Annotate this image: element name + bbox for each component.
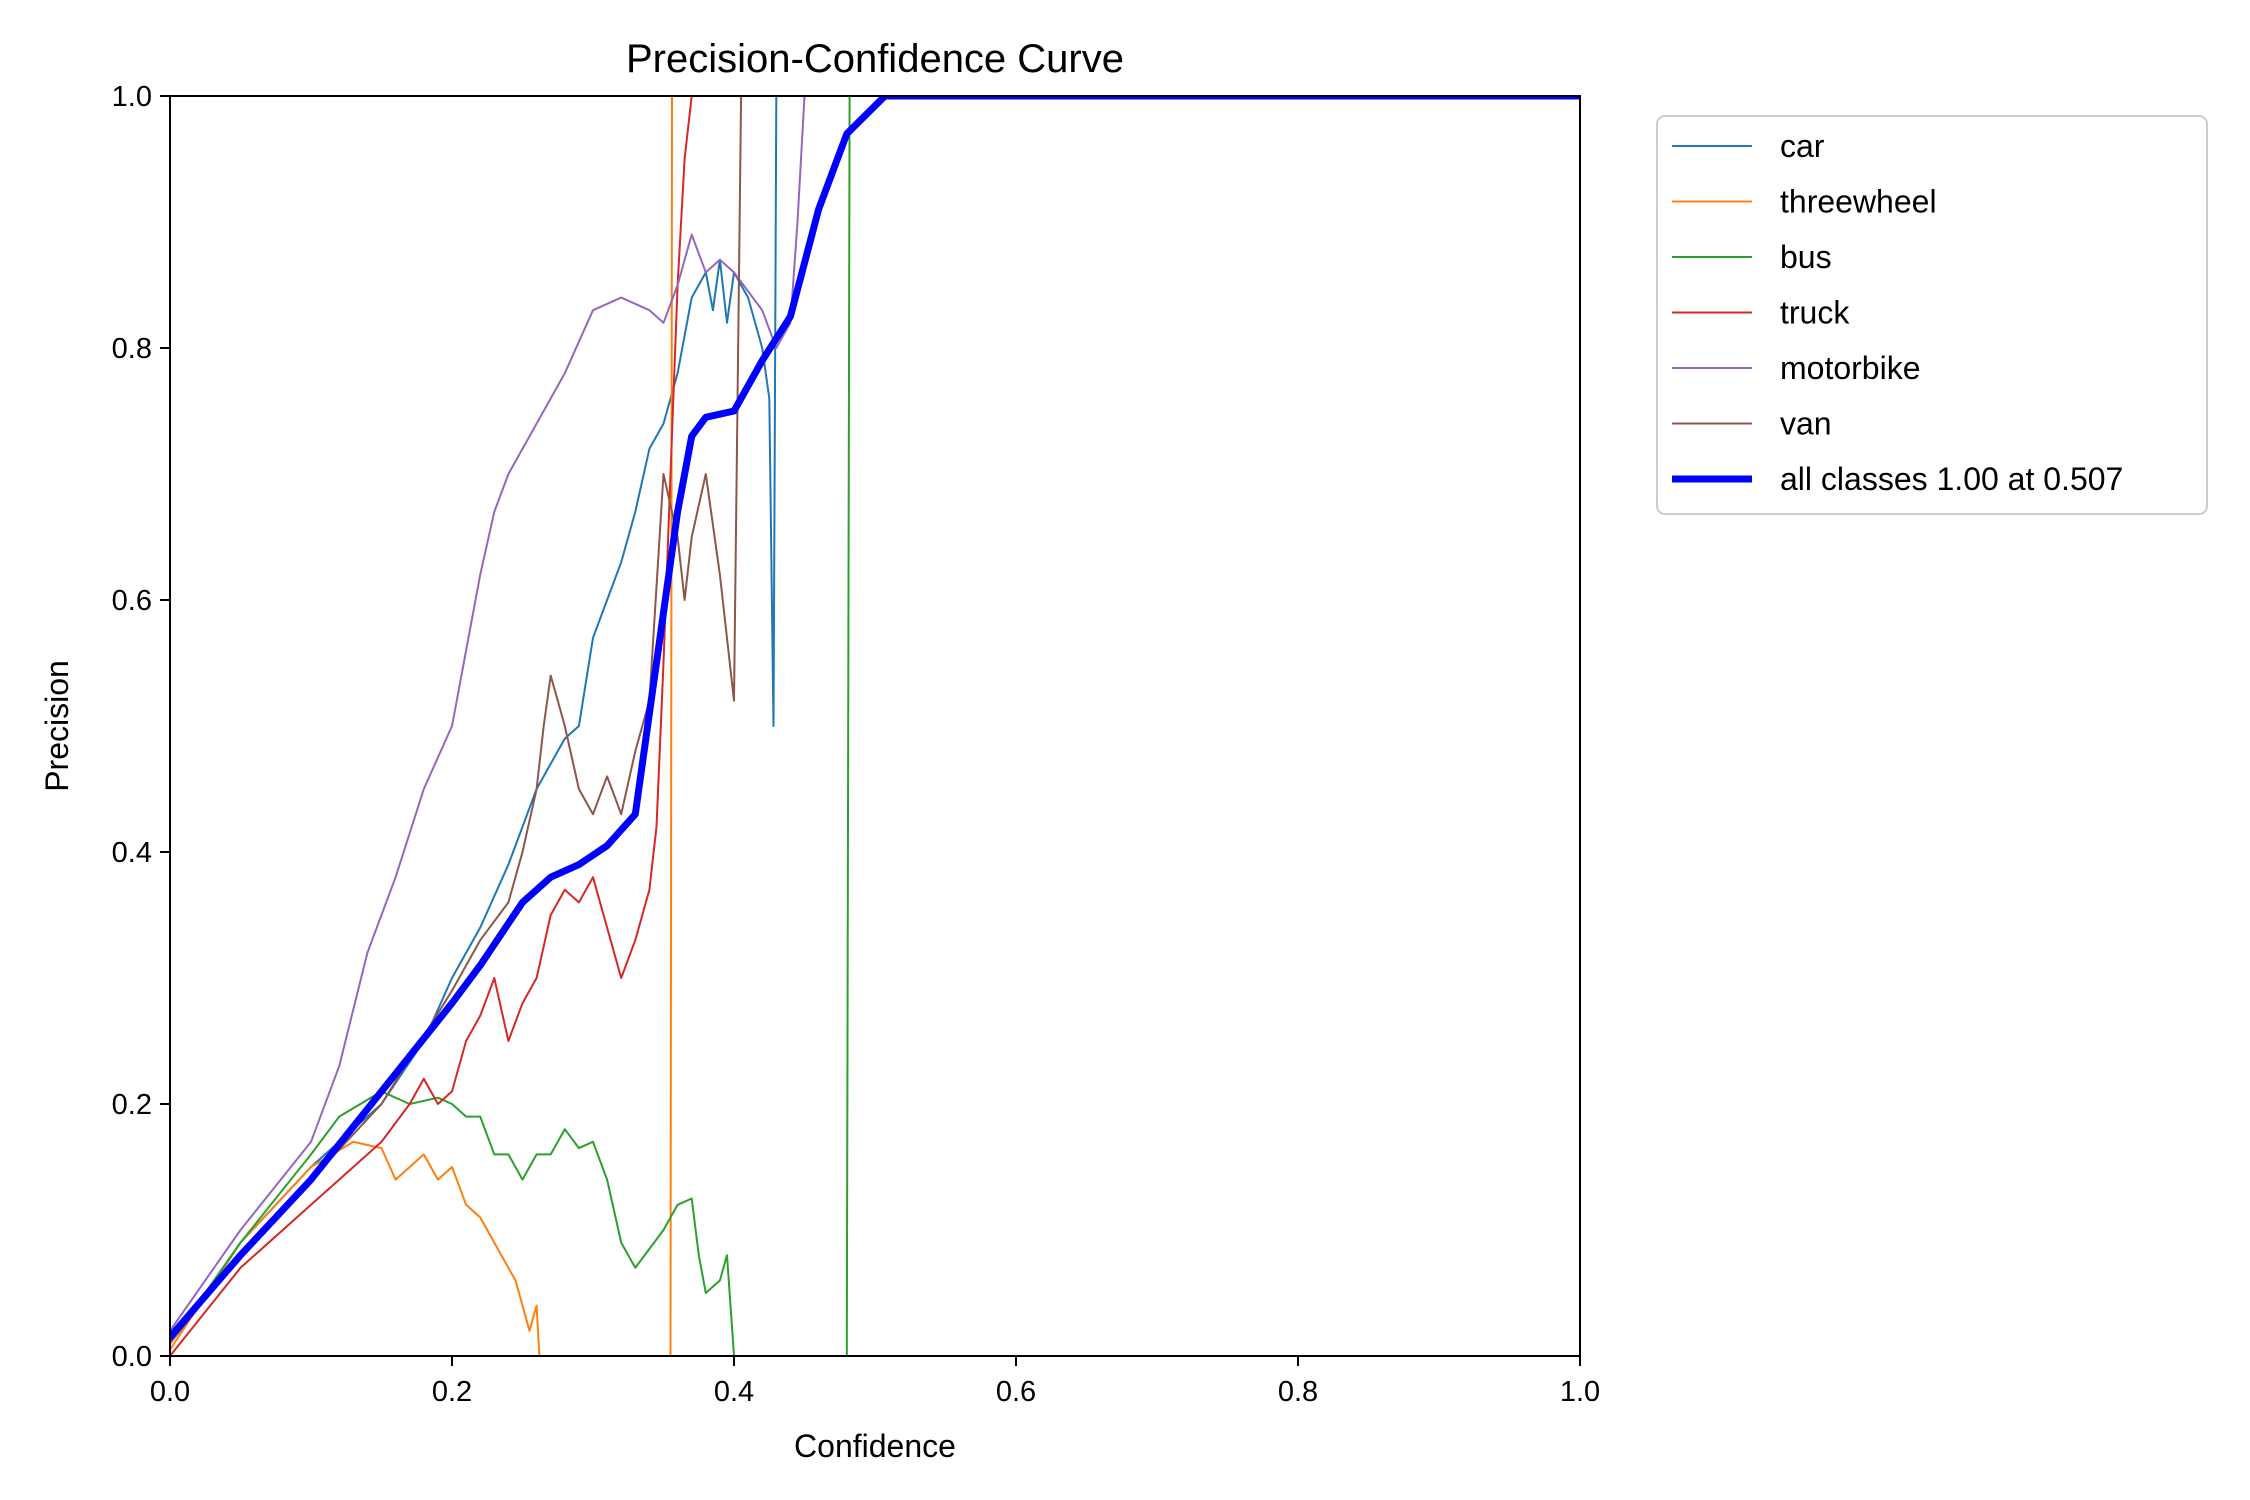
y-tick-label: 0.0 (112, 1341, 152, 1373)
y-tick-label: 0.8 (112, 333, 152, 365)
legend: car threewheel bus truck motorbike van all cla… (1656, 115, 2208, 515)
x-tick-label: 0.8 (1278, 1376, 1318, 1408)
legend-label: threewheel (1780, 184, 1937, 220)
legend-label: truck (1780, 295, 1850, 331)
x-tick-label: 0.6 (996, 1376, 1036, 1408)
y-axis-label: Precision (39, 660, 75, 792)
series-line-1 (170, 96, 1580, 1356)
y-axis: 0.0 0.2 0.4 0.6 0.8 1.0 (112, 81, 170, 1373)
x-axis: 0.0 0.2 0.4 0.6 0.8 1.0 (150, 1356, 1600, 1408)
plot-frame (169, 95, 1581, 1357)
series-line-4 (170, 96, 1580, 1332)
legend-label: bus (1780, 239, 1832, 275)
x-tick-label: 1.0 (1560, 1376, 1600, 1408)
series-line-2 (170, 96, 1580, 1356)
x-tick-label: 0.4 (714, 1376, 754, 1408)
legend-label: car (1780, 128, 1825, 164)
legend-label: van (1780, 406, 1832, 442)
legend-label: all classes 1.00 at 0.507 (1780, 461, 2123, 497)
plot-area (169, 95, 1581, 1357)
legend-label: motorbike (1780, 350, 1921, 386)
y-tick-label: 1.0 (112, 81, 152, 113)
x-tick-label: 0.2 (432, 1376, 472, 1408)
y-tick-label: 0.6 (112, 585, 152, 617)
series-layer (170, 96, 1580, 1356)
chart-title: Precision-Confidence Curve (626, 37, 1124, 81)
legend-frame (1656, 115, 2208, 515)
y-tick-label: 0.2 (112, 1089, 152, 1121)
series-line-3 (170, 96, 1580, 1356)
series-line-6 (170, 96, 1580, 1341)
x-axis-label: Confidence (794, 1428, 956, 1464)
series-line-0 (170, 96, 1580, 1345)
x-tick-label: 0.0 (150, 1376, 190, 1408)
y-tick-label: 0.4 (112, 837, 152, 869)
series-line-5 (170, 96, 1580, 1345)
